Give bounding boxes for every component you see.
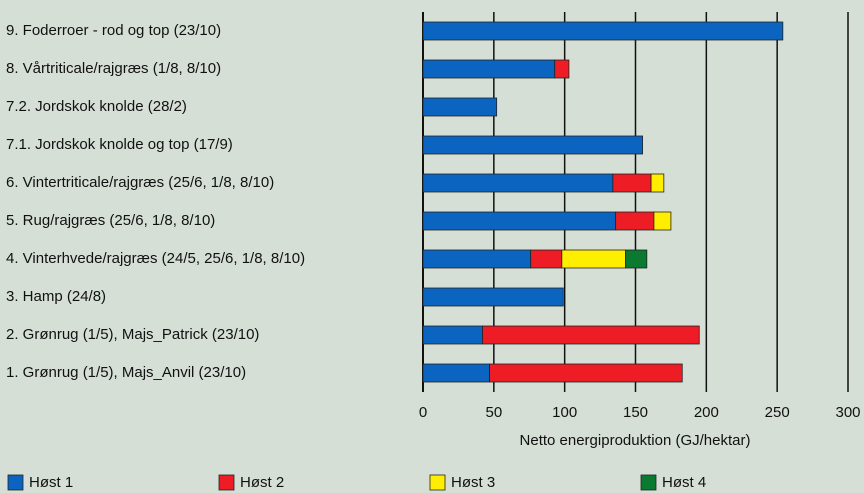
legend-swatch — [218, 474, 235, 491]
category-label: 4. Vinterhvede/rajgræs (24/5, 25/6, 1/8,… — [6, 250, 305, 267]
bar-segment — [422, 97, 498, 117]
legend-label: Høst 3 — [451, 474, 495, 491]
x-tick-label: 150 — [623, 404, 648, 421]
x-tick-label: 0 — [419, 404, 427, 421]
category-label: 1. Grønrug (1/5), Majs_Anvil (23/10) — [6, 364, 246, 381]
category-label: 8. Vårtriticale/rajgræs (1/8, 8/10) — [6, 60, 221, 77]
legend-label: Høst 1 — [29, 474, 73, 491]
bar-segment — [422, 135, 643, 155]
bar-segment — [482, 325, 700, 345]
bar-segment — [422, 21, 784, 41]
category-label: 2. Grønrug (1/5), Majs_Patrick (23/10) — [6, 326, 259, 343]
bar-segment — [612, 173, 652, 193]
bar-segment — [489, 363, 683, 383]
x-axis-label: Netto energiproduktion (GJ/hektar) — [520, 432, 751, 449]
bar-segment — [422, 325, 483, 345]
bar-segment — [422, 249, 532, 269]
x-tick-label: 250 — [765, 404, 790, 421]
bar-segment — [422, 287, 564, 307]
category-label: 6. Vintertriticale/rajgræs (25/6, 1/8, 8… — [6, 174, 274, 191]
legend-label: Høst 4 — [662, 474, 706, 491]
bar-segment — [422, 59, 556, 79]
legend-swatch — [429, 474, 446, 491]
x-tick-label: 300 — [835, 404, 860, 421]
legend-label: Høst 2 — [240, 474, 284, 491]
category-label: 3. Hamp (24/8) — [6, 288, 106, 305]
bar-segment — [625, 249, 648, 269]
category-label: 5. Rug/rajgræs (25/6, 1/8, 8/10) — [6, 212, 215, 229]
x-tick-label: 50 — [485, 404, 502, 421]
category-label: 9. Foderroer - rod og top (23/10) — [6, 22, 221, 39]
x-tick-label: 100 — [552, 404, 577, 421]
category-label: 7.1. Jordskok knolde og top (17/9) — [6, 136, 233, 153]
bar-segment — [615, 211, 655, 231]
legend-swatch — [640, 474, 657, 491]
bar-segment — [530, 249, 563, 269]
bar-segment — [422, 173, 614, 193]
bar-segment — [653, 211, 672, 231]
bar-segment — [650, 173, 665, 193]
bar-segment — [422, 363, 490, 383]
bar-segment — [422, 211, 617, 231]
legend-swatch — [7, 474, 24, 491]
category-label: 7.2. Jordskok knolde (28/2) — [6, 98, 187, 115]
bar-segment — [561, 249, 626, 269]
bar-segment — [554, 59, 570, 79]
x-tick-label: 200 — [694, 404, 719, 421]
